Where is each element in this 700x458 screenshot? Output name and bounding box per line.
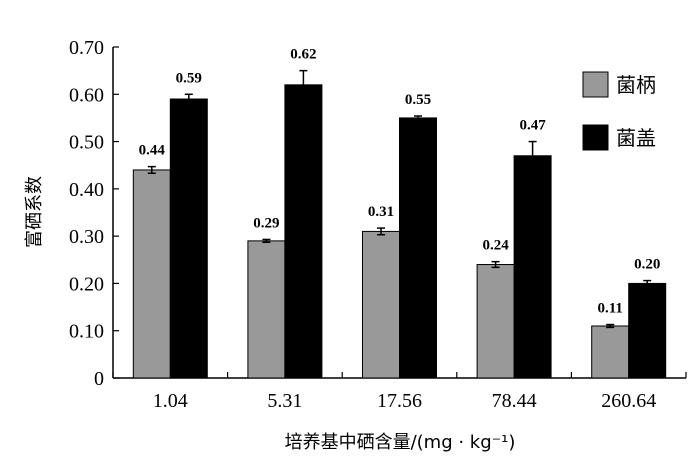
legend-label: 菌柄 (616, 73, 656, 97)
bar (132, 169, 171, 379)
data-label: 0.44 (139, 143, 166, 159)
x-axis: 1.04 5.31 17.56 78.44 260.64 (112, 372, 687, 412)
data-label: 0.20 (634, 257, 660, 273)
data-labels: 0.44 0.59 0.29 0.62 0.31 0.55 0.24 0.47 0.11 0.20 (139, 47, 661, 317)
x-axis-title: 培养基中硒含量/(mg · kg⁻¹) (285, 432, 516, 453)
y-tick-label: 0 (94, 368, 104, 390)
bar (476, 264, 515, 379)
data-label: 0.11 (597, 301, 622, 317)
y-axis-title: 富硒系数 (24, 176, 45, 248)
bar (169, 98, 208, 379)
data-label: 0.29 (253, 215, 279, 231)
legend-swatch (582, 124, 609, 151)
legend-label: 菌盖 (616, 126, 656, 150)
y-tick-label: 0.10 (69, 321, 104, 343)
y-tick-label: 0.20 (69, 273, 104, 295)
data-label: 0.47 (519, 118, 546, 134)
bar (591, 325, 630, 379)
error-bar (414, 115, 422, 121)
legend-swatch (582, 71, 609, 98)
data-label: 0.62 (290, 47, 316, 63)
data-label: 0.55 (405, 92, 431, 108)
data-label: 0.31 (368, 204, 394, 220)
error-bar (147, 165, 156, 175)
bar (362, 230, 400, 379)
bar (399, 117, 437, 379)
error-bar (643, 279, 652, 288)
error-bar (184, 93, 193, 105)
x-category-label: 5.31 (267, 390, 302, 412)
x-category-label: 1.04 (153, 390, 188, 412)
y-tick-label: 0.30 (69, 226, 104, 248)
y-tick-label: 0.60 (69, 84, 104, 106)
bar (284, 84, 323, 379)
data-label: 0.24 (482, 238, 509, 254)
bar (628, 282, 667, 379)
error-bar (299, 69, 308, 100)
y-tick-label: 0.40 (69, 179, 104, 201)
bars (132, 69, 667, 379)
x-category-label: 78.44 (492, 390, 537, 412)
error-bar (491, 260, 500, 269)
error-bar (528, 140, 537, 171)
bar (513, 155, 552, 379)
error-bar (606, 323, 615, 329)
x-category-label: 17.56 (377, 390, 422, 412)
error-bar (262, 238, 271, 244)
y-tick-label: 0.50 (69, 132, 104, 154)
error-bar (377, 227, 385, 236)
y-tick-label: 0.70 (69, 37, 104, 59)
x-category-label: 260.64 (601, 390, 656, 412)
bar (247, 240, 286, 379)
y-axis: 0 0.10 0.20 0.30 0.40 0.50 0.60 0.70 (69, 37, 119, 390)
data-label: 0.59 (176, 70, 202, 86)
